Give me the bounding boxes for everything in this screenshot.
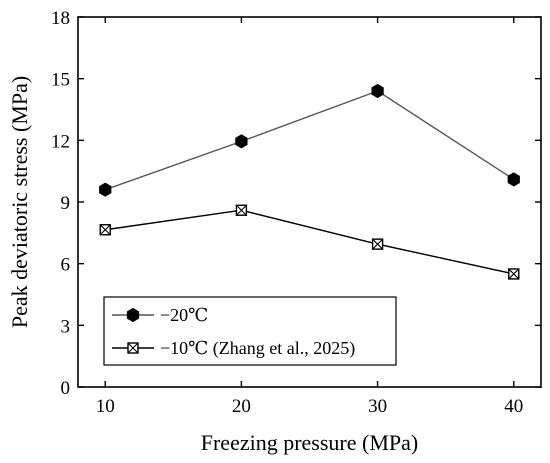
data-point	[99, 224, 111, 236]
data-point	[235, 134, 248, 149]
y-tick-label: 12	[51, 131, 70, 152]
x-axis-label: Freezing pressure (MPa)	[201, 430, 419, 455]
data-point	[235, 204, 248, 216]
x-tick-label: 10	[96, 396, 115, 417]
marker-diagonal	[508, 268, 520, 280]
marker-diagonal	[236, 204, 247, 216]
series-line	[105, 209, 514, 275]
legend-marker	[127, 342, 139, 354]
marker-diagonal	[99, 224, 111, 236]
data-point	[371, 83, 384, 99]
marker-diagonal	[127, 342, 139, 354]
series-line	[105, 90, 515, 191]
x-axis: 10 20 30 40	[96, 17, 523, 417]
series-2	[99, 204, 520, 280]
y-tick-label: 3	[61, 316, 71, 337]
legend-entry-1: −20℃	[112, 305, 208, 325]
marker-diagonal	[372, 238, 383, 250]
y-axis: 0 3 6 9 12 15 18	[51, 8, 541, 399]
legend-marker	[126, 307, 140, 323]
data-point	[508, 268, 520, 280]
y-tick-label: 9	[61, 193, 71, 214]
data-point	[99, 182, 112, 197]
series-layer	[99, 83, 520, 280]
legend-box	[103, 296, 397, 366]
x-tick-label: 40	[504, 396, 523, 417]
data-point	[371, 238, 384, 250]
y-tick-label: 15	[51, 70, 70, 91]
y-tick-label: 0	[61, 378, 71, 399]
legend-entry-2: −10℃ (Zhang et al., 2025)	[112, 338, 355, 359]
x-tick-label: 20	[232, 396, 251, 417]
legend: −20℃ −10℃ (Zhang et al., 2025)	[103, 296, 397, 366]
legend-label: −10℃ (Zhang et al., 2025)	[160, 338, 355, 359]
series-1	[99, 83, 520, 197]
data-point	[507, 172, 520, 187]
y-tick-label: 6	[61, 255, 71, 276]
legend-label: −20℃	[160, 305, 208, 325]
y-tick-label: 18	[51, 8, 70, 29]
x-tick-label: 30	[368, 396, 387, 417]
y-axis-label: Peak deviatoric stress (MPa)	[7, 76, 32, 328]
